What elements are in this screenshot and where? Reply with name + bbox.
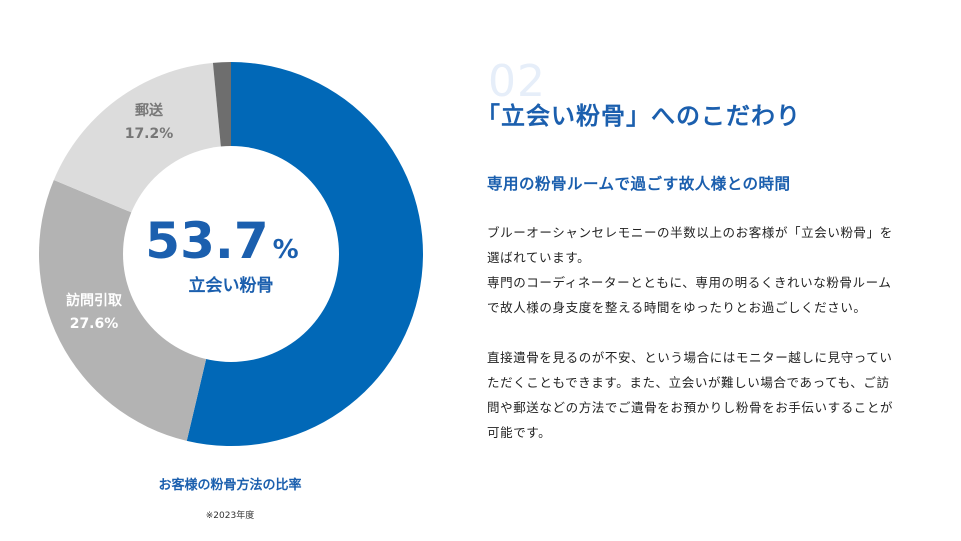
text-line: ブルーオーシャンセレモニーの半数以上のお客様が「立会い粉骨」を bbox=[487, 225, 893, 240]
section-number: 02 bbox=[488, 56, 546, 107]
text-line: 選ばれています。 bbox=[487, 250, 591, 265]
body-text: ブルーオーシャンセレモニーの半数以上のお客様が「立会い粉骨」を 選ばれています。… bbox=[487, 220, 942, 470]
text-line: 専門のコーディネーターとともに、専用の明るくきれいな粉骨ルーム bbox=[487, 275, 892, 290]
paragraph-1: ブルーオーシャンセレモニーの半数以上のお客様が「立会い粉骨」を 選ばれています。… bbox=[487, 220, 942, 320]
center-label: 立会い粉骨 bbox=[189, 275, 274, 296]
center-percentage: 53.7% bbox=[145, 212, 298, 270]
section-heading: 「立会い粉骨」へのこだわり bbox=[476, 102, 801, 130]
slice-label-mail: 郵送 bbox=[135, 102, 164, 119]
slice-label-visit: 訪問引取 bbox=[66, 292, 123, 309]
chart-note: ※2023年度 bbox=[205, 511, 255, 521]
text-line: で故人様の身支度を整える時間をゆったりとお過ごしください。 bbox=[487, 300, 867, 315]
paragraph-2: 直接遺骨を見るのが不安、という場合にはモニター越しに見守ってい ただくこともでき… bbox=[487, 345, 942, 445]
slice-value-visit: 27.6% bbox=[70, 316, 119, 332]
text-line: ただくこともできます。また、立会いが難しい場合であっても、ご訪 bbox=[487, 375, 890, 390]
donut-hole bbox=[123, 146, 339, 362]
slice-value-mail: 17.2% bbox=[125, 126, 174, 142]
section-subheading: 専用の粉骨ルームで過ごす故人様との時間 bbox=[487, 175, 791, 193]
text-line: 直接遺骨を見るのが不安、という場合にはモニター越しに見守ってい bbox=[487, 350, 893, 365]
text-line: 問や郵送などの方法でご遺骨をお預かりし粉骨をお手伝いすることが bbox=[487, 400, 894, 415]
chart-caption: お客様の粉骨方法の比率 bbox=[158, 478, 302, 493]
text-line: 可能です。 bbox=[487, 425, 552, 440]
